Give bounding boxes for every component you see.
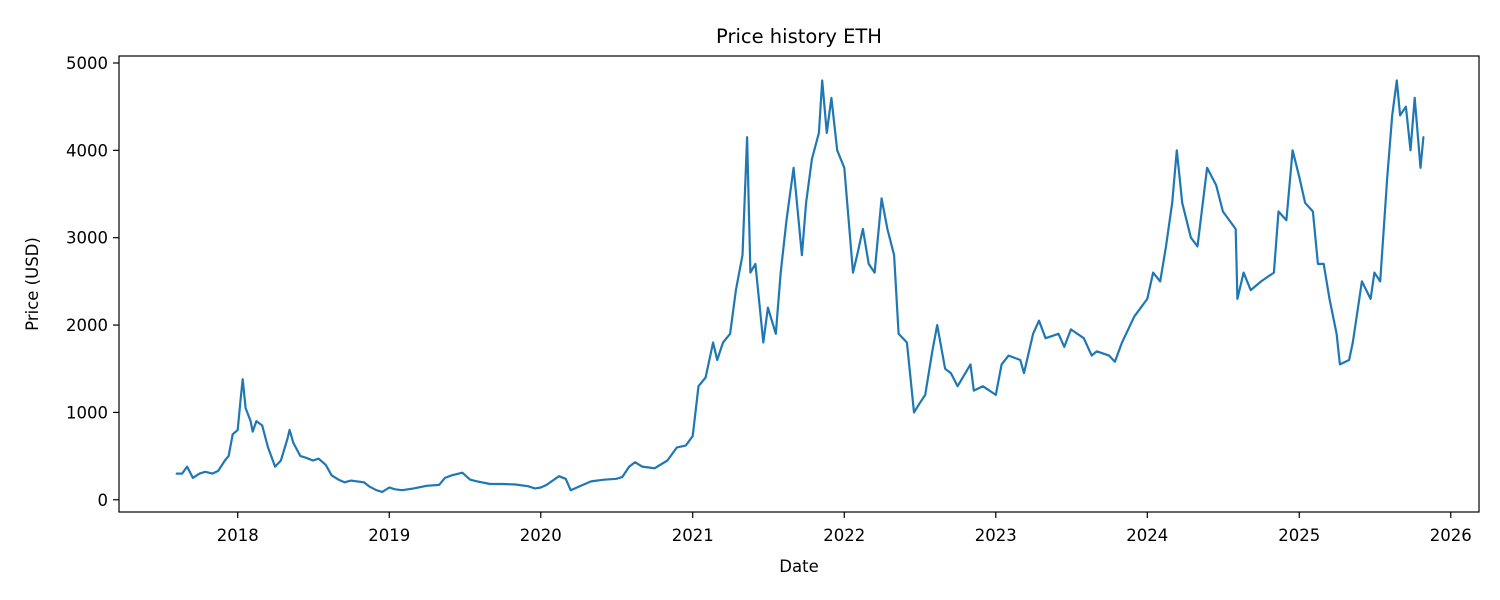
x-axis-ticks: 2018 2019 2020 2021 2022 2023 2024 2025 2026 (217, 512, 1472, 545)
x-tick-label: 2021 (672, 526, 714, 545)
y-tick-label: 3000 (66, 229, 108, 248)
y-tick-label: 1000 (66, 403, 108, 422)
x-tick-label: 2018 (217, 526, 259, 545)
y-tick-label: 0 (98, 491, 109, 510)
x-tick-label: 2020 (520, 526, 562, 545)
y-axis-ticks: 0 1000 2000 3000 4000 5000 (66, 54, 119, 510)
x-tick-label: 2024 (1126, 526, 1168, 545)
x-tick-label: 2023 (975, 526, 1017, 545)
chart-title: Price history ETH (716, 25, 882, 48)
eth-price-line (175, 79, 1425, 493)
y-tick-label: 2000 (66, 316, 108, 335)
x-axis-label: Date (779, 557, 818, 576)
y-tick-label: 5000 (66, 54, 108, 73)
x-tick-label: 2022 (823, 526, 865, 545)
y-tick-label: 4000 (66, 141, 108, 160)
x-tick-label: 2019 (368, 526, 410, 545)
x-tick-label: 2026 (1430, 526, 1472, 545)
y-axis-label: Price (USD) (23, 237, 42, 331)
plot-area-frame (118, 55, 1480, 513)
x-tick-label: 2025 (1278, 526, 1320, 545)
